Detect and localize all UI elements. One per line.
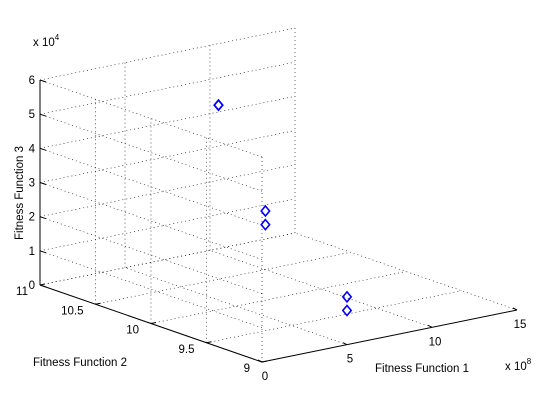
y-tick-mark: [206, 341, 212, 344]
data-point: [213, 98, 224, 112]
y-tick-mark: [95, 302, 101, 305]
x-axis-line: [261, 309, 518, 363]
grid-lines: [39, 27, 518, 363]
y-tick-label: 9.5: [179, 344, 195, 356]
gridline-backwall-z: [39, 130, 296, 183]
gridline-floor-x: [124, 267, 348, 345]
gridline-floor-y: [95, 251, 351, 305]
y-tick-mark: [150, 322, 157, 324]
z-tick-mark: [39, 147, 47, 151]
z-tick-mark: [39, 216, 47, 220]
y-tick-mark: [261, 360, 268, 363]
z-tick-label: 2: [29, 212, 35, 224]
data-point: [260, 218, 271, 231]
x-exponent-label: x 108: [505, 357, 532, 373]
z-axis-label: Fitness Function 3: [14, 146, 26, 240]
z-tick-mark: [39, 284, 47, 288]
x-tick-label: 0: [262, 371, 268, 383]
z-tick-mark: [39, 182, 47, 185]
z-tick-label: 5: [29, 109, 35, 121]
gridline-backwall-z: [39, 198, 296, 252]
x-tick-label: 15: [514, 319, 527, 331]
z-exponent-label: x 104: [33, 33, 60, 49]
gridline-floor-y: [39, 232, 296, 286]
axes-frame: [39, 79, 518, 363]
x-tick-mark: [342, 342, 348, 346]
z-tick-label: 3: [29, 178, 35, 190]
gridline-backwall-z: [39, 232, 296, 286]
y-tick-label: 10.5: [61, 305, 83, 317]
data-point: [341, 290, 353, 304]
y-axis-label: Fitness Function 2: [33, 357, 127, 369]
data-point: [213, 98, 224, 112]
gridline-sidewall-z: [39, 113, 263, 192]
gridline-backwall-z: [39, 164, 296, 217]
data-points: [213, 98, 353, 317]
gridline-sidewall-z: [39, 182, 263, 260]
gridline-floor-y: [150, 271, 407, 324]
x-tick-label: 5: [347, 354, 353, 366]
gridline-floor-x: [209, 250, 433, 328]
gridline-backwall-z: [39, 96, 296, 149]
gridline-floor-y: [206, 290, 462, 344]
x-tick-mark: [512, 307, 518, 311]
x-tick-mark: [257, 359, 263, 363]
gridline-backwall-z: [39, 61, 296, 115]
x-tick-mark: [427, 324, 433, 328]
z-tick-label: 0: [29, 280, 35, 292]
data-point: [341, 304, 353, 317]
z-tick-label: 4: [29, 143, 36, 155]
z-tick-label: 6: [29, 75, 35, 87]
x-axis-label: Fitness Function 1: [375, 363, 469, 375]
z-tick-mark: [39, 250, 47, 254]
gridline-backwall-z: [39, 27, 296, 81]
y-tick-label: 11: [16, 286, 28, 298]
y-tick-label: 9: [244, 363, 250, 375]
z-tick-label: 1: [29, 246, 35, 258]
x-tick-label: 10: [429, 336, 442, 348]
z-tick-mark: [39, 113, 47, 117]
data-point: [260, 204, 271, 218]
y-tick-label: 10: [126, 325, 139, 337]
z-tick-mark: [39, 79, 47, 83]
